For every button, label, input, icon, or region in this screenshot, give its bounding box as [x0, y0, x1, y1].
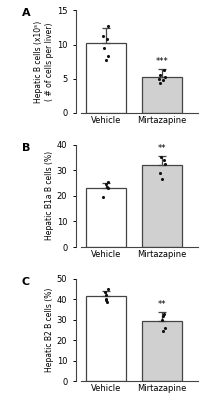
- Point: [158, 170, 161, 176]
- Point: [164, 74, 167, 80]
- Point: [107, 23, 110, 29]
- Point: [161, 312, 165, 319]
- Point: [161, 176, 164, 182]
- Point: [101, 33, 105, 40]
- Point: [106, 299, 109, 306]
- Point: [106, 286, 109, 292]
- Text: A: A: [22, 8, 30, 18]
- Point: [105, 56, 108, 63]
- Point: [106, 36, 109, 42]
- Point: [162, 310, 166, 317]
- Bar: [142, 77, 182, 113]
- Point: [104, 292, 108, 298]
- Y-axis label: Hepatic B1a B cells (%): Hepatic B1a B cells (%): [45, 151, 54, 240]
- Point: [163, 325, 167, 331]
- Bar: [86, 296, 126, 381]
- Point: [103, 45, 106, 51]
- Point: [106, 185, 110, 191]
- Text: B: B: [22, 143, 30, 153]
- Point: [158, 80, 162, 86]
- Point: [159, 154, 162, 161]
- Point: [162, 157, 165, 163]
- Bar: [86, 188, 126, 247]
- Text: **: **: [158, 144, 166, 153]
- Point: [158, 76, 161, 82]
- Text: C: C: [22, 277, 30, 287]
- Text: ***: ***: [156, 57, 169, 66]
- Bar: [142, 321, 182, 381]
- Point: [106, 53, 110, 59]
- Point: [163, 161, 167, 167]
- Y-axis label: Hepatic B2 B cells (%): Hepatic B2 B cells (%): [45, 288, 54, 372]
- Point: [162, 77, 165, 83]
- Point: [101, 194, 105, 200]
- Point: [161, 328, 165, 334]
- Text: **: **: [158, 300, 166, 309]
- Point: [106, 184, 109, 190]
- Point: [158, 72, 162, 78]
- Point: [105, 297, 108, 304]
- Point: [104, 296, 108, 303]
- Bar: [142, 165, 182, 247]
- Y-axis label: Hepatic B cells (x10⁵)
( # of cells per liver): Hepatic B cells (x10⁵) ( # of cells per …: [34, 20, 54, 103]
- Point: [107, 178, 110, 185]
- Point: [105, 181, 108, 188]
- Point: [104, 289, 107, 296]
- Bar: [86, 43, 126, 113]
- Point: [162, 66, 166, 73]
- Point: [161, 317, 164, 323]
